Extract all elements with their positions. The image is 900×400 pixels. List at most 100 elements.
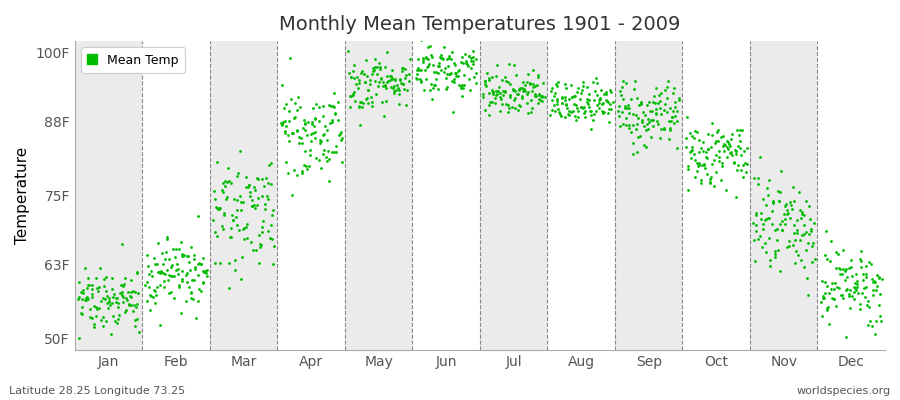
Point	[859, 274, 873, 280]
Point	[85, 282, 99, 289]
Point	[634, 100, 648, 106]
Point	[595, 108, 609, 114]
Point	[648, 100, 662, 107]
Point	[836, 246, 850, 253]
Point	[148, 300, 162, 306]
Point	[576, 79, 590, 86]
Point	[549, 81, 563, 88]
Point	[820, 305, 834, 311]
Point	[418, 66, 432, 73]
Point	[284, 192, 299, 198]
Point	[645, 117, 660, 124]
Point	[860, 302, 875, 308]
Point	[240, 183, 255, 190]
Point	[374, 74, 389, 81]
Point	[820, 306, 834, 313]
Point	[422, 61, 436, 68]
Point	[176, 252, 191, 259]
Point	[720, 144, 734, 150]
Point	[521, 70, 535, 77]
Bar	[412, 41, 480, 350]
Point	[353, 99, 367, 106]
Point	[317, 131, 331, 137]
Point	[390, 82, 404, 88]
Point	[290, 128, 304, 134]
Point	[284, 95, 298, 102]
Point	[94, 264, 108, 271]
Point	[717, 148, 732, 154]
Point	[824, 258, 838, 264]
Point	[519, 91, 534, 98]
Point	[234, 199, 248, 205]
Point	[670, 108, 684, 114]
Point	[392, 91, 406, 98]
Point	[756, 221, 770, 227]
Point	[191, 213, 205, 219]
Point	[328, 111, 343, 118]
Point	[486, 90, 500, 97]
Point	[581, 91, 596, 97]
Point	[662, 78, 676, 84]
Point	[367, 64, 382, 71]
Point	[502, 60, 517, 67]
Point	[501, 104, 516, 111]
Point	[523, 80, 537, 87]
Point	[112, 312, 126, 318]
Point	[130, 269, 144, 276]
Point	[600, 99, 615, 105]
Point	[224, 225, 238, 231]
Point	[712, 148, 726, 154]
Point	[100, 300, 114, 306]
Point	[92, 304, 106, 311]
Point	[246, 247, 260, 253]
Point	[491, 84, 506, 90]
Point	[464, 87, 478, 93]
Point	[352, 104, 366, 111]
Point	[668, 104, 682, 110]
Point	[374, 76, 388, 82]
Point	[298, 120, 312, 127]
Point	[630, 94, 644, 101]
Point	[561, 111, 575, 117]
Point	[520, 109, 535, 116]
Point	[701, 130, 716, 137]
Point	[377, 113, 392, 119]
Point	[120, 297, 134, 304]
Point	[184, 244, 199, 251]
Point	[616, 96, 631, 102]
Point	[628, 111, 643, 118]
Point	[87, 321, 102, 327]
Point	[186, 296, 201, 302]
Point	[862, 304, 877, 310]
Point	[660, 109, 674, 115]
Point	[114, 292, 129, 298]
Point	[255, 192, 269, 199]
Point	[834, 270, 849, 277]
Point	[318, 122, 332, 129]
Point	[554, 112, 568, 119]
Point	[822, 321, 836, 327]
Point	[377, 82, 392, 88]
Point	[663, 125, 678, 131]
Point	[149, 283, 164, 290]
Point	[478, 78, 492, 84]
Point	[425, 96, 439, 102]
Point	[106, 294, 121, 300]
Point	[127, 289, 141, 295]
Point	[642, 119, 656, 125]
Bar	[817, 41, 885, 350]
Point	[191, 261, 205, 268]
Point	[782, 199, 796, 206]
Point	[414, 79, 428, 86]
Point	[311, 118, 326, 124]
Point	[523, 80, 537, 86]
Point	[147, 255, 161, 262]
Point	[872, 312, 886, 319]
Point	[517, 79, 531, 85]
Point	[333, 129, 347, 136]
Point	[500, 79, 515, 85]
Point	[535, 94, 549, 100]
Point	[171, 284, 185, 290]
Point	[214, 222, 229, 229]
Point	[140, 298, 155, 304]
